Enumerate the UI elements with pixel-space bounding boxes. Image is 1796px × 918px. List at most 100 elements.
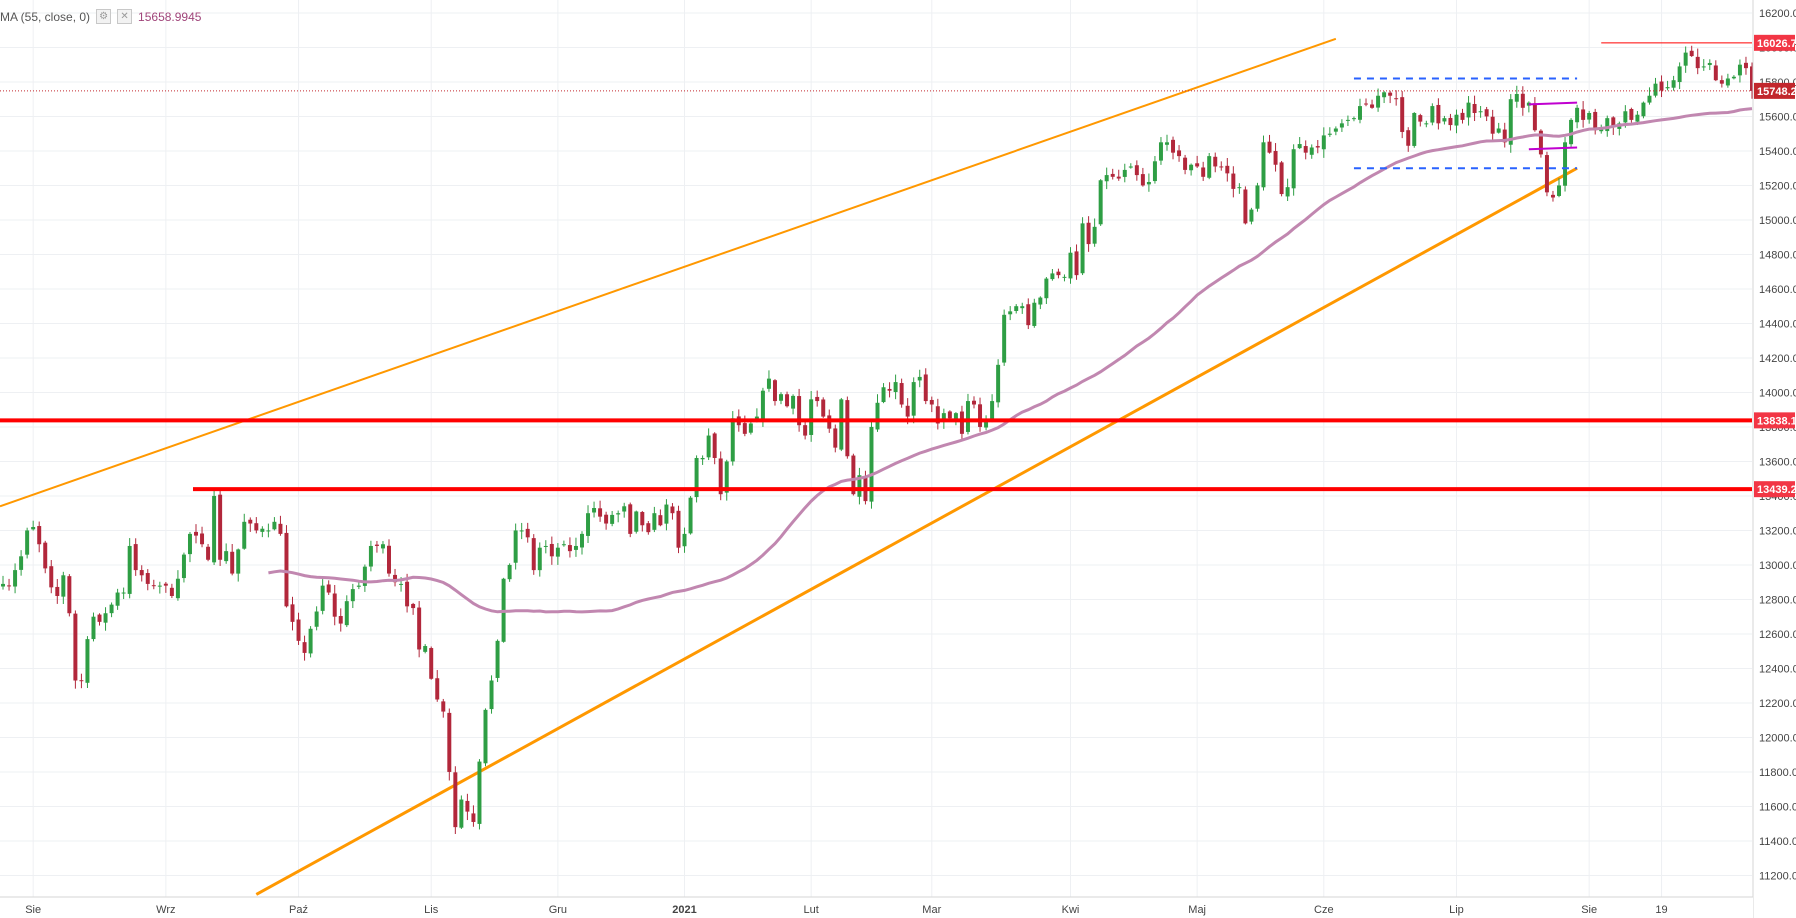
candle-body	[1641, 102, 1646, 117]
candle-body	[350, 589, 355, 602]
candle	[200, 526, 205, 548]
candle	[248, 517, 253, 532]
candle-body	[760, 390, 765, 419]
candle	[664, 499, 669, 531]
candle	[766, 370, 771, 392]
candle-body	[163, 583, 168, 586]
candle	[1376, 88, 1381, 112]
candle-body	[1309, 147, 1314, 155]
candle-body	[537, 547, 542, 571]
candle-body	[911, 382, 916, 416]
candle-body	[1750, 66, 1754, 91]
candle-body	[1357, 106, 1362, 120]
candle	[163, 581, 168, 593]
candle-body	[1424, 123, 1429, 125]
candle-body	[1122, 169, 1127, 177]
candle-body	[706, 435, 711, 458]
candle-body	[676, 510, 681, 548]
candle	[1195, 155, 1200, 168]
candle	[302, 635, 307, 661]
candle-body	[1008, 311, 1013, 315]
candle-body	[730, 418, 735, 462]
candles	[1, 45, 1754, 835]
candle	[181, 552, 186, 583]
level-lines	[0, 42, 1752, 492]
candle-body	[200, 533, 205, 545]
candle-body	[1261, 142, 1266, 188]
candle	[1014, 304, 1019, 314]
candle	[1225, 157, 1230, 182]
candle	[1629, 107, 1634, 123]
candle-body	[248, 519, 253, 524]
candle-body	[766, 378, 771, 389]
ma-line	[268, 107, 1753, 614]
candle	[1442, 115, 1447, 125]
candle	[1285, 178, 1290, 202]
candle-body	[839, 399, 844, 450]
candle-body	[97, 614, 102, 622]
close-icon[interactable]: ✕	[117, 9, 133, 24]
candle	[224, 543, 229, 564]
y-tick-label: 11600.0	[1759, 801, 1796, 813]
candle-body	[670, 506, 675, 514]
candle	[1695, 48, 1700, 75]
candle	[489, 675, 494, 714]
candle	[1496, 122, 1501, 134]
candle	[296, 612, 301, 645]
candle-body	[362, 566, 367, 586]
candle-body	[579, 533, 584, 548]
candle	[791, 394, 796, 415]
candle	[893, 374, 898, 400]
candle-body	[1189, 164, 1194, 171]
candle	[97, 613, 102, 626]
candle	[640, 510, 645, 532]
candle-body	[127, 545, 132, 594]
candle-body	[990, 401, 995, 419]
candle-body	[1225, 165, 1230, 174]
candle	[911, 377, 916, 424]
gear-icon[interactable]: ⚙	[96, 9, 112, 24]
candle-body	[13, 570, 18, 587]
candle-body	[1514, 94, 1519, 102]
candle	[1557, 178, 1561, 198]
candle	[326, 580, 331, 595]
candle	[652, 506, 657, 533]
candle	[169, 583, 174, 599]
price-tag: 13439.2	[1754, 481, 1796, 498]
candle	[1116, 169, 1121, 181]
candle	[1713, 60, 1718, 82]
candle	[1683, 46, 1688, 73]
x-tick-label: Lis	[424, 904, 439, 916]
candle	[332, 584, 337, 626]
candle	[706, 428, 711, 461]
candle-body	[254, 523, 259, 531]
candle	[1508, 94, 1513, 153]
candle	[561, 540, 566, 547]
candle	[254, 517, 259, 534]
candle	[628, 502, 633, 538]
candle-body	[1195, 163, 1200, 167]
candle-body	[495, 640, 500, 678]
candle-body	[1406, 130, 1411, 146]
candle	[1575, 104, 1580, 129]
candle-body	[1436, 104, 1441, 124]
candle-body	[417, 607, 422, 650]
candle	[1400, 91, 1405, 139]
candle	[230, 543, 235, 576]
candle	[19, 550, 24, 576]
candle	[1315, 139, 1320, 154]
candle-body	[1062, 276, 1067, 278]
candle	[525, 522, 530, 543]
candle	[67, 574, 72, 617]
x-tick-label: Wrz	[156, 904, 175, 916]
candle-body	[1074, 251, 1079, 276]
candle-body	[181, 554, 186, 579]
candle-body	[996, 364, 1001, 403]
candle	[543, 540, 548, 554]
candle-body	[1171, 139, 1176, 153]
candle-body	[175, 578, 180, 599]
candle-body	[344, 601, 349, 626]
candle-body	[242, 521, 247, 549]
candle	[531, 534, 536, 575]
